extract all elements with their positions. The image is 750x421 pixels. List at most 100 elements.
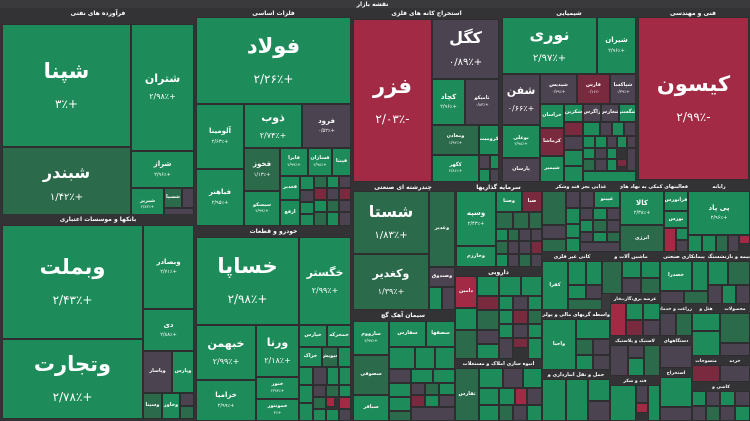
tile-small[interactable] [313,409,326,421]
tile-small[interactable] [477,330,499,344]
tile-fazar[interactable]: فزر -۲/۰۳٪ [353,19,432,182]
tile-small[interactable] [433,369,455,383]
tile-sepaha[interactable] [389,369,411,383]
tile-qeysto[interactable] [610,385,636,421]
tile-feghadir[interactable]: فغدیر [280,176,300,200]
tile-shimir[interactable]: شیمیر [540,156,564,182]
tile-khekaveh[interactable] [327,367,339,385]
tile-vamaaden[interactable]: ومعادن +۱/۹۲٪ [432,125,479,155]
tile-serud[interactable] [389,383,411,397]
tile-small[interactable] [327,200,339,212]
tile-vesakht[interactable] [479,388,499,405]
tile-khezamia[interactable]: خزامیا +۲/۹۹٪ [196,380,256,421]
tile-small[interactable] [607,220,620,232]
tile-small[interactable] [499,296,513,310]
tile-arfa[interactable]: ارفع [280,200,300,226]
tile-delpour[interactable] [521,276,542,296]
tile-small[interactable] [300,176,314,190]
tile-small[interactable] [490,169,499,182]
tile-samaskan[interactable] [499,388,515,405]
tile-small[interactable] [593,339,610,355]
tile-farabourse[interactable]: فرابورس [664,191,688,211]
tile-small[interactable] [593,355,610,370]
tile-sarbil[interactable] [435,347,455,369]
tile-small[interactable] [527,405,542,421]
tile-kegol[interactable]: کگل +۰/۸۹٪ [432,19,499,79]
tile-small[interactable] [617,159,627,167]
tile-small[interactable] [519,254,531,267]
tile-small[interactable] [576,339,593,355]
tile-small[interactable] [326,409,339,421]
tile-shasta[interactable]: شستا +۱/۸۳٪ [353,191,429,254]
tile-small[interactable] [439,383,455,395]
tile-small[interactable] [300,214,314,226]
tile-sarman[interactable] [479,368,503,388]
tile-kapsul[interactable] [477,296,499,310]
tile-pipad[interactable]: پی پاد +۲/۹۶٪ [688,191,750,235]
tile-small[interactable] [531,229,542,241]
tile-veghadir[interactable]: وغدیر [429,191,455,267]
tile-small[interactable] [617,136,627,148]
tile-small[interactable] [736,285,750,304]
tile-sita[interactable] [389,397,411,411]
tile-small[interactable] [607,159,617,171]
tile-khebahman[interactable]: خبهمن +۲/۹۹٪ [196,325,256,380]
tile-khodsaz[interactable] [299,367,313,385]
tile-small[interactable] [692,391,706,406]
tile-booali[interactable]: بوعلی +۲/۹۸٪ [502,125,540,158]
tile-small[interactable] [676,313,692,336]
tile-forud[interactable]: فرود +۰/۵۲٪ [302,104,351,148]
tile-shepdis[interactable]: شپدیس +۰/۳۹٪ [540,74,577,104]
tile-khemontur[interactable]: خمونتور +۳٪ [256,399,299,421]
tile-barekat[interactable] [499,276,521,296]
tile-small[interactable] [327,176,339,188]
tile-small[interactable] [583,159,595,171]
tile-kechad[interactable]: کچاد +۲/۹۶٪ [432,79,465,125]
tile-fafaz[interactable] [702,235,716,252]
tile-small[interactable] [593,220,607,232]
tile-eqbal[interactable] [720,365,750,382]
tile-small[interactable] [728,261,750,285]
tile-khetuqa[interactable] [338,347,351,367]
tile-small[interactable] [326,385,339,397]
tile-small[interactable] [508,254,519,267]
tile-sheraz[interactable]: شراز +۲/۹۶٪ [131,151,194,188]
tile-small[interactable] [180,406,194,419]
tile-shebandar[interactable]: شبندر +۱/۴۲٪ [2,147,131,221]
tile-small[interactable] [706,391,720,406]
tile-salvand[interactable] [503,368,523,388]
tile-small[interactable] [595,159,607,171]
tile-kala[interactable]: کالا +۲/۳۸٪ [620,191,664,225]
tile-small[interactable] [339,212,351,226]
tile-small[interactable] [595,148,607,159]
tile-alumina[interactable]: آلومینا +۲/۶۳٪ [196,104,244,169]
tile-small[interactable] [580,232,593,242]
tile-shetran[interactable]: شتران +۲/۹۸٪ [131,24,194,151]
tile-khebonyan[interactable] [299,403,313,421]
tile-small[interactable] [580,242,620,252]
tile-kemaseh[interactable] [660,377,692,407]
tile-daveh[interactable] [477,310,499,330]
tile-small[interactable] [580,208,593,220]
tile-vebank[interactable] [429,287,442,310]
tile-small[interactable] [300,190,314,202]
tile-sadbir[interactable] [513,212,529,229]
tile-sabehsaz[interactable] [479,405,499,421]
tile-zob[interactable]: ذوب +۲/۷۴٪ [244,104,302,148]
tile-shekarban[interactable]: شکربن [564,104,583,122]
tile-small[interactable] [716,235,728,252]
tile-tiko[interactable] [622,261,641,278]
tile-dalqoma[interactable] [455,330,477,359]
tile-fesazan[interactable]: فسازان +۲/۹۸٪ [308,148,332,176]
tile-sarood[interactable] [515,388,527,405]
tile-kowsar[interactable] [708,261,728,285]
tile-small[interactable] [411,369,433,383]
tile-pedbar[interactable] [688,235,702,252]
tile-vesana[interactable]: وصنا [496,191,522,212]
tile-shepna[interactable]: شپنا +۳٪ [2,24,131,147]
tile-small[interactable] [660,407,692,421]
tile-khemoharreke[interactable]: خمحرکه [327,325,351,347]
tile-small[interactable] [411,407,455,421]
tile-petayer[interactable] [628,358,644,376]
tile-hafarin[interactable] [542,379,566,421]
